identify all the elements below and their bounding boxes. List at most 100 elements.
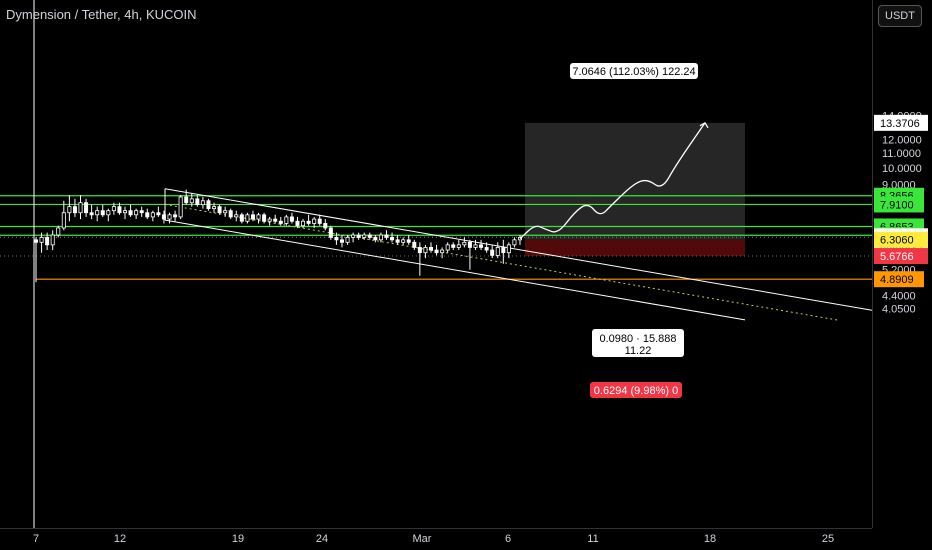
candle-body	[178, 196, 183, 218]
candle-body	[289, 216, 294, 222]
candle-body	[417, 247, 422, 254]
level-price-tag: 4.8909	[880, 274, 914, 286]
time-tick-label: 19	[232, 533, 244, 545]
price-tick-label: 4.4000	[882, 291, 916, 303]
candle-body	[428, 247, 433, 251]
candle-body	[512, 239, 517, 246]
time-tick-label: 24	[316, 533, 328, 545]
candle-body	[423, 247, 428, 254]
candle-body	[495, 247, 500, 256]
candle-body	[239, 214, 244, 222]
level-price-tag-bg	[874, 271, 924, 288]
candle-body	[145, 212, 150, 218]
candle-body	[284, 216, 289, 224]
candle-body	[117, 206, 122, 214]
candle-body	[328, 227, 333, 238]
time-tick-label: Mar	[413, 533, 432, 545]
candle-body	[451, 244, 456, 248]
price-tag: 13.3706	[880, 118, 920, 130]
price-axis[interactable]	[872, 0, 932, 528]
candle-body	[61, 212, 66, 229]
candle-body	[100, 210, 105, 216]
stop-label-bg	[590, 382, 682, 398]
level-price-tag-bg	[874, 196, 924, 213]
candle-body	[462, 241, 467, 246]
candle-body	[67, 206, 72, 214]
price-tag-bg	[874, 114, 928, 131]
candle-body	[156, 212, 161, 216]
time-tick-label: 11	[587, 533, 598, 545]
candle-body	[345, 236, 350, 243]
candle-body	[434, 249, 439, 254]
candle-body	[317, 218, 322, 224]
candle-body	[518, 236, 523, 241]
candle-body	[184, 196, 189, 204]
candle-body	[351, 234, 356, 238]
price-tag-bg	[874, 248, 928, 265]
candle-body	[378, 234, 383, 241]
time-tick-label: 25	[822, 533, 834, 545]
candle-body	[467, 241, 472, 248]
candle-body	[84, 202, 89, 214]
candle-body	[45, 236, 50, 246]
time-tick-label: 7	[33, 533, 39, 545]
candle-body	[50, 234, 55, 246]
candle-body	[139, 210, 144, 214]
candle-body	[456, 244, 461, 248]
candle-body	[173, 214, 178, 218]
candle-body	[228, 210, 233, 218]
candle-body	[484, 247, 489, 251]
time-axis[interactable]	[0, 528, 872, 550]
candle-body	[362, 234, 367, 238]
candle-body	[72, 206, 77, 214]
candle-body	[200, 200, 205, 206]
ratio-line1: 0.0980 · 15.888	[599, 333, 676, 345]
candle-body	[167, 214, 172, 220]
candle-body	[373, 236, 378, 241]
channel-median-line	[164, 203, 841, 321]
candle-body	[245, 214, 250, 222]
price-tick-label: 12.0000	[882, 135, 922, 147]
price-tag: 5.6766	[880, 251, 914, 263]
stop-zone	[525, 239, 745, 257]
candle-body	[479, 244, 484, 248]
candle-body	[273, 218, 278, 222]
projection-path	[519, 122, 706, 240]
candle-body	[217, 206, 222, 214]
candle-body	[262, 214, 267, 222]
time-tick-label: 18	[704, 533, 716, 545]
candle-body	[95, 210, 100, 216]
time-tick-label: 6	[505, 533, 511, 545]
price-tick-label: 4.0500	[882, 304, 916, 316]
channel-upper-line	[164, 188, 873, 311]
ratio-line2: 11.22	[625, 345, 652, 357]
price-tag: 6.3060	[880, 235, 914, 247]
channel-lower-line	[164, 219, 746, 321]
currency-button[interactable]: USDT	[878, 5, 922, 27]
candle-body	[295, 220, 300, 227]
candle-body	[301, 220, 306, 227]
projection-arrow-head	[699, 121, 709, 129]
price-tick-label: 11.0000	[882, 148, 921, 160]
candle-body	[323, 223, 328, 229]
target-label-bg	[570, 63, 698, 79]
candle-body	[34, 239, 39, 243]
candle-body	[212, 206, 217, 210]
candle-body	[234, 214, 239, 218]
candle-body	[106, 210, 111, 216]
candle-body	[189, 198, 194, 204]
candle-body	[490, 249, 495, 256]
stop-label: 0.6294 (9.98%) 0	[594, 385, 678, 397]
candle-body	[206, 200, 211, 210]
candle-body	[406, 239, 411, 243]
candle-body	[440, 249, 445, 254]
candle-body	[256, 214, 261, 220]
candle-body	[384, 234, 389, 238]
candle-body	[267, 218, 272, 222]
candle-body	[123, 210, 128, 214]
candle-body	[128, 210, 133, 216]
candle-body	[111, 206, 116, 212]
price-tick-label: 10.0000	[882, 163, 922, 175]
